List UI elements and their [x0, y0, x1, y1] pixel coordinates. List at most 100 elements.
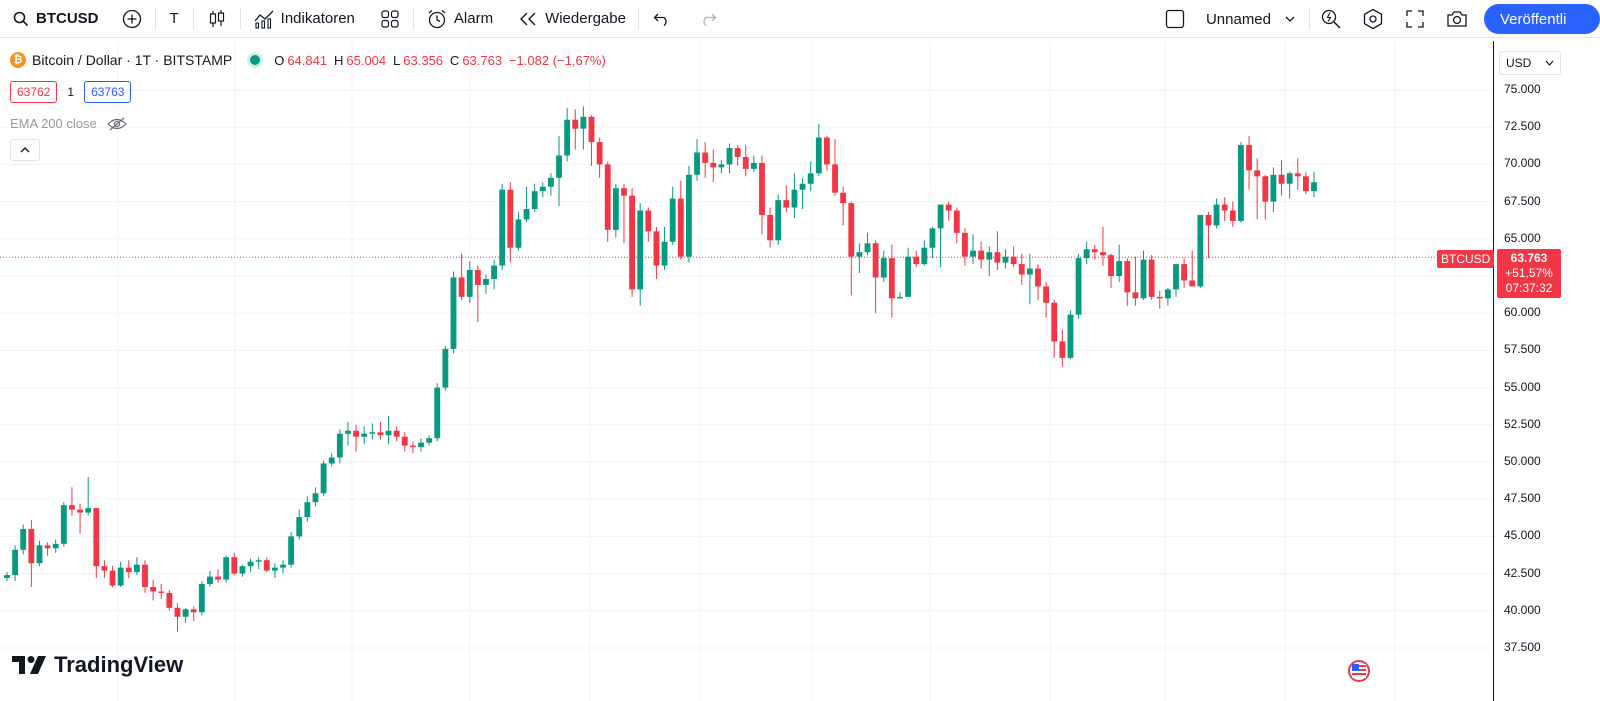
settings-button[interactable]: [1352, 0, 1394, 38]
bar-countdown: 07:37:32: [1505, 281, 1553, 295]
candle-body: [271, 567, 278, 571]
candle-body: [1051, 302, 1058, 342]
candle: [629, 188, 636, 297]
layout-checkbox[interactable]: [1152, 0, 1198, 38]
spread-value: 1: [67, 85, 75, 99]
candle: [547, 173, 554, 196]
candle-body: [263, 560, 270, 571]
candle: [1108, 253, 1114, 288]
candle-body: [1229, 210, 1236, 221]
us-flag-icon[interactable]: [1348, 660, 1370, 682]
quick-search-button[interactable]: [1310, 0, 1352, 38]
replay-button[interactable]: Wiedergabe: [505, 0, 638, 38]
candle-body: [1294, 173, 1301, 177]
chart-type-button[interactable]: [194, 0, 240, 38]
alert-label: Alarm: [453, 10, 494, 27]
last-price-change: +51,57%: [1505, 266, 1553, 280]
candle-body: [913, 256, 920, 265]
candle: [840, 186, 847, 226]
candle: [880, 250, 887, 282]
candle-body: [377, 432, 384, 436]
candle-body: [588, 116, 595, 143]
change-value: −1.082 (−1,67%): [508, 53, 606, 68]
candle-body: [77, 509, 83, 513]
candle-body: [117, 567, 124, 586]
candle: [20, 524, 27, 555]
toolbar-divider: [154, 7, 156, 30]
candle: [320, 460, 327, 497]
candle: [523, 186, 530, 223]
candle-body: [994, 252, 1001, 263]
series-title[interactable]: Bitcoin / Dollar · 1T · BITSTAMP: [32, 52, 233, 68]
indicator-legend-ema[interactable]: EMA 200 close: [10, 116, 127, 131]
interval-button[interactable]: T: [156, 0, 193, 38]
candle: [1173, 264, 1179, 297]
candle-body: [198, 584, 205, 613]
candle: [1302, 171, 1309, 195]
candle: [1213, 198, 1220, 229]
candle-body: [409, 445, 416, 448]
indicators-label: Indikatoren: [280, 10, 355, 27]
symbol-search-button[interactable]: BTCUSD: [0, 0, 109, 38]
indicators-button[interactable]: Indikatoren: [241, 0, 367, 38]
buy-price-button[interactable]: 63763: [84, 81, 132, 103]
candles-icon: [206, 8, 228, 30]
sell-price-button[interactable]: 63762: [10, 81, 58, 103]
currency-select[interactable]: USD: [1499, 51, 1561, 75]
bitcoin-logo-icon: ₿: [10, 52, 26, 68]
price-axis[interactable]: [1493, 41, 1600, 701]
candle: [807, 161, 814, 192]
candle: [929, 226, 936, 259]
candle: [458, 253, 465, 300]
collapse-legend-button[interactable]: [10, 139, 40, 161]
candle-body: [20, 528, 27, 550]
layout-name-dropdown[interactable]: Unnamed: [1198, 0, 1309, 38]
candle: [1035, 264, 1041, 300]
snapshot-button[interactable]: [1436, 0, 1478, 38]
templates-button[interactable]: [367, 0, 413, 38]
candle-body: [491, 265, 498, 279]
plus-circle-icon: [121, 8, 143, 30]
low-value: 63.356: [403, 53, 444, 68]
candle: [710, 149, 717, 183]
candle-body: [361, 433, 368, 437]
candle-body: [385, 430, 392, 436]
toolbar-divider: [192, 7, 194, 30]
candle: [207, 570, 213, 587]
candle-body: [1254, 170, 1261, 177]
candle-body: [742, 156, 749, 169]
candle: [1197, 214, 1204, 288]
candle: [44, 542, 51, 556]
candle: [1246, 136, 1252, 190]
candle-body: [418, 442, 424, 448]
candlestick-chart[interactable]: [0, 41, 1600, 701]
redo-button[interactable]: [685, 0, 731, 38]
market-open-icon: [250, 55, 261, 65]
candle: [759, 155, 765, 235]
candle: [133, 557, 140, 576]
candle: [1132, 256, 1139, 306]
candle-body: [182, 609, 189, 617]
candle: [702, 142, 709, 178]
candle: [864, 232, 871, 256]
candle-body: [1181, 264, 1188, 281]
candle-body: [905, 256, 912, 297]
candle: [637, 203, 644, 306]
candle: [1075, 253, 1082, 320]
price-tick-label: 65.000: [1504, 230, 1541, 245]
fullscreen-button[interactable]: [1394, 0, 1436, 38]
publish-button[interactable]: Veröffentli: [1484, 4, 1600, 34]
candle: [418, 438, 424, 452]
candle: [1229, 201, 1236, 227]
eye-hidden-icon[interactable]: [106, 117, 127, 131]
candle-body: [815, 137, 822, 174]
candle: [434, 383, 441, 442]
tradingview-logo[interactable]: TradingView: [12, 652, 183, 678]
undo-button[interactable]: [639, 0, 685, 38]
compare-symbol-button[interactable]: [109, 0, 155, 38]
alert-button[interactable]: Alarm: [414, 0, 505, 38]
price-tick-label: 72.500: [1504, 119, 1541, 134]
candle-body: [1018, 264, 1025, 275]
candle: [385, 415, 392, 445]
last-price-value: 63.763: [1510, 251, 1548, 265]
